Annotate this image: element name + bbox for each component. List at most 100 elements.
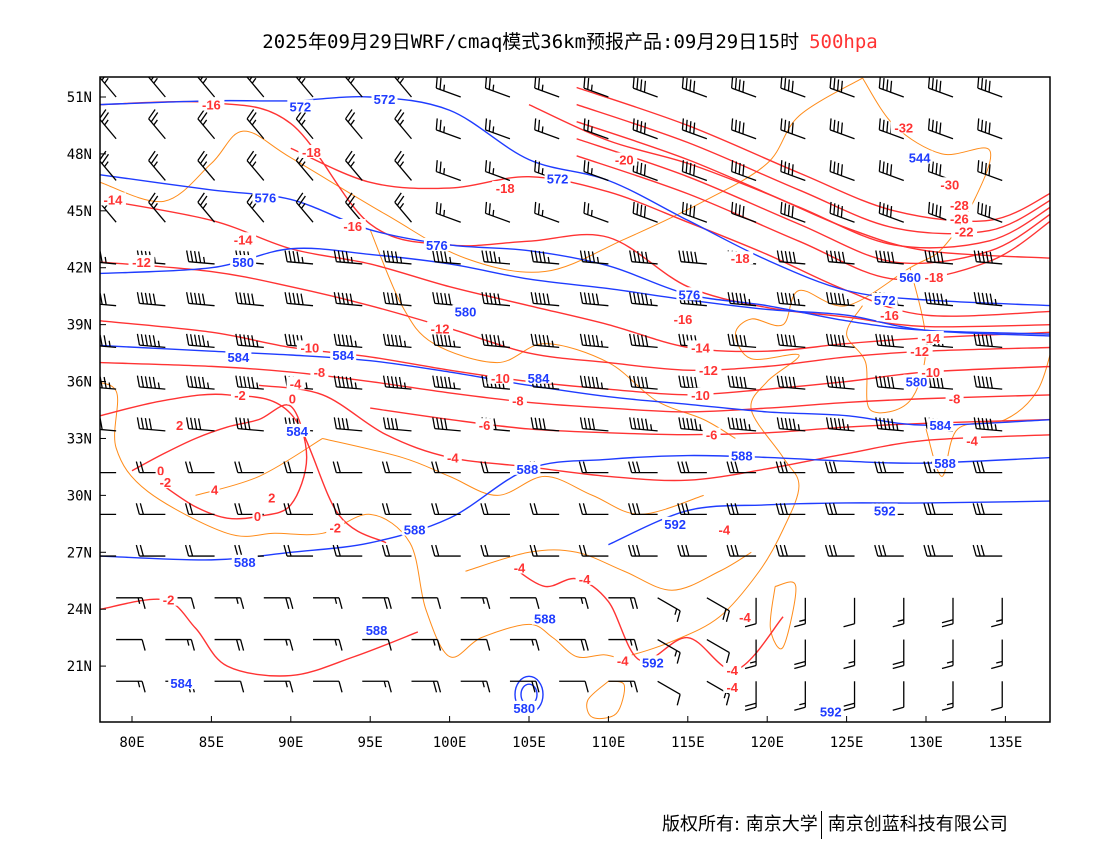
wind-barb [681, 118, 708, 140]
wind-barb [394, 77, 412, 98]
wind-barb [824, 461, 855, 474]
lon-tick-label: 110E [592, 735, 626, 751]
wind-barb [681, 160, 708, 182]
temperature-label: 0 [289, 392, 296, 407]
temperature-label: -12 [910, 344, 929, 359]
wind-barb [991, 681, 1003, 711]
contour-label-bg [225, 349, 252, 363]
wind-barb [875, 375, 904, 390]
wind-barb [534, 77, 560, 98]
wind-barb [578, 461, 609, 474]
wind-barb [184, 503, 215, 515]
wind-barb [892, 639, 905, 670]
contour-label-bg [906, 150, 933, 164]
wind-barb [583, 160, 609, 182]
wind-barb [184, 544, 215, 557]
temperature-label: -2 [160, 475, 172, 490]
wind-barb [332, 461, 363, 474]
wind-barb [481, 292, 511, 307]
wind-barb [235, 333, 264, 349]
contour-label-bg [932, 456, 959, 470]
lon-tick-label: 120E [750, 735, 784, 751]
wind-barb [875, 333, 904, 349]
wind-barb [731, 201, 757, 223]
contour-label-bg [531, 611, 558, 625]
contour-label-bg [917, 365, 944, 379]
contour-label-bg [128, 255, 155, 269]
lat-tick-label: 24N [67, 602, 92, 618]
contour-label-bg [946, 198, 973, 212]
temperature-contour [131, 404, 308, 520]
wind-barb [874, 544, 904, 557]
wind-barb [829, 77, 855, 98]
contour-label-bg [487, 370, 514, 384]
wind-barb [197, 109, 216, 140]
height-contour [100, 454, 1050, 561]
contour-label-bg [155, 463, 166, 477]
wind-barb [381, 503, 412, 515]
lat-tick-label: 51N [67, 90, 92, 106]
lat-tick-label: 21N [67, 659, 92, 675]
wind-barb [744, 639, 757, 670]
wind-barb [432, 250, 461, 265]
contour-label-bg [286, 376, 305, 390]
height-label: 576 [679, 287, 701, 302]
contour-label-bg [508, 393, 527, 407]
wind-barb [530, 333, 560, 349]
contour-label-bg [252, 509, 263, 523]
footer-divider [820, 811, 822, 839]
temperature-label: -32 [894, 120, 913, 135]
temperature-label: -2 [329, 521, 341, 536]
wind-barb [530, 250, 560, 265]
contour-label-bg [611, 152, 638, 166]
temperature-label: -16 [674, 312, 693, 327]
lon-tick-label: 100E [433, 735, 467, 751]
wind-barb [432, 375, 461, 390]
height-label: 572 [289, 99, 311, 114]
wind-barb [148, 77, 166, 98]
wind-barb [923, 503, 953, 515]
contour-label-bg [687, 340, 714, 354]
wind-barb [411, 638, 442, 651]
wind-barb [608, 597, 639, 609]
temperature-contour [100, 261, 1050, 371]
temperature-label: 0 [254, 509, 261, 524]
wind-barb [480, 503, 510, 515]
wind-barb [313, 680, 343, 693]
wind-barb [332, 503, 363, 515]
temperature-label: -2 [234, 388, 246, 403]
wind-barb [116, 638, 146, 651]
boundary-line [100, 77, 992, 659]
wind-barb [731, 160, 757, 182]
wind-barb [136, 375, 166, 390]
temperature-label: -6 [479, 418, 491, 433]
wind-barb [731, 77, 757, 98]
wind-barb [776, 250, 806, 265]
height-label: 588 [934, 456, 956, 471]
wind-barb [186, 250, 215, 265]
wind-barb [481, 333, 511, 349]
wind-barb [246, 150, 265, 181]
temperature-label: -28 [950, 198, 969, 213]
wind-barb [100, 293, 117, 307]
wind-barb [583, 201, 609, 223]
contour-label-bg [525, 370, 552, 384]
height-contour [100, 95, 1050, 307]
wind-barb [345, 150, 363, 181]
wind-barb [726, 461, 757, 474]
contour-label-bg [443, 450, 462, 464]
contour-label-bg [613, 653, 632, 667]
contour-label-bg [695, 363, 722, 377]
wind-barb [775, 461, 806, 474]
lon-tick-label: 135E [989, 735, 1023, 751]
height-label: 584 [528, 371, 550, 386]
boundary-line [769, 581, 797, 650]
contour-label-bg [728, 448, 755, 462]
wind-barb [629, 292, 658, 307]
temperature-label: 2 [268, 490, 275, 505]
wind-barb [313, 638, 343, 651]
height-label: 588 [234, 555, 256, 570]
lat-tick-label: 39N [67, 318, 92, 334]
wind-barb [726, 544, 757, 557]
wind-barb [677, 503, 707, 515]
